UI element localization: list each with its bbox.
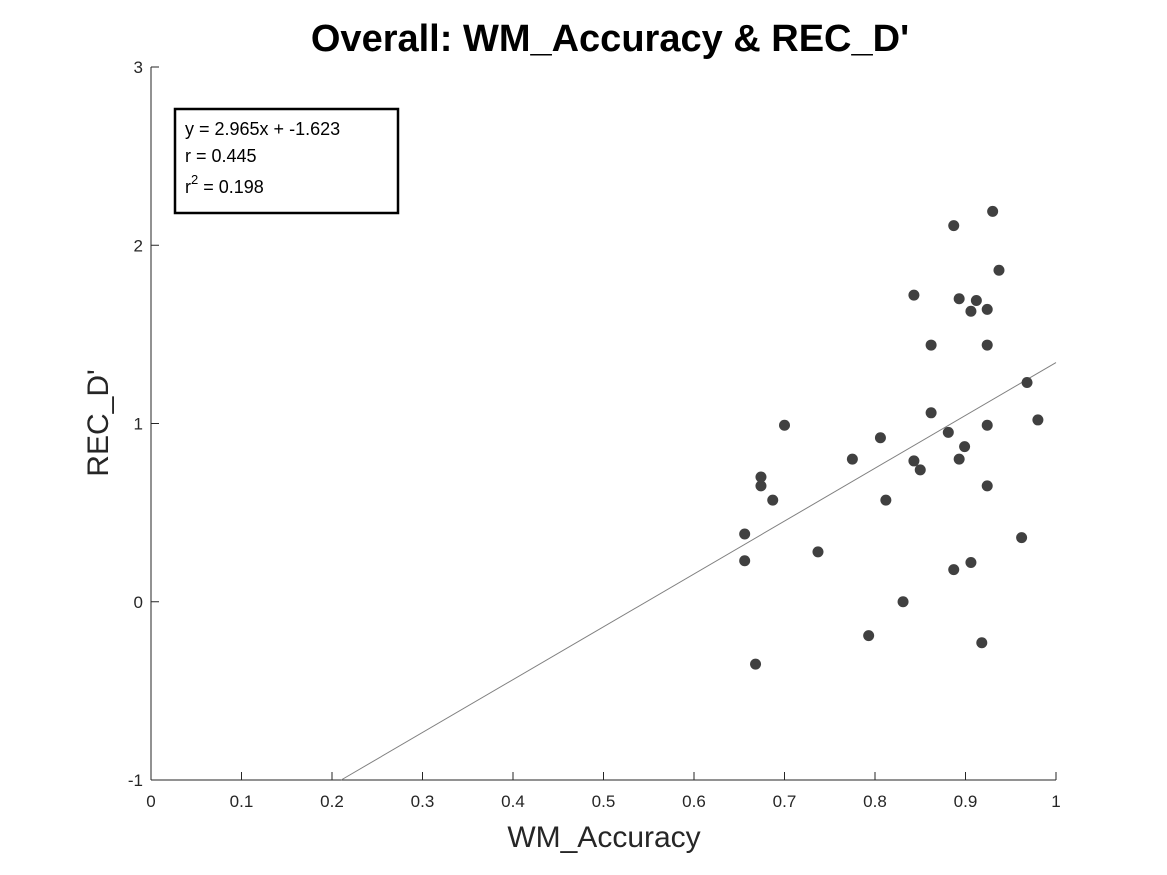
data-point bbox=[993, 264, 1005, 276]
x-tick-label: 0 bbox=[146, 792, 155, 811]
x-ticks: 0 0.1 0.2 0.3 0.4 0.5 0.6 0.7 0.8 0.9 1 bbox=[146, 772, 1061, 811]
x-tick-label: 0.2 bbox=[320, 792, 344, 811]
chart-title: Overall: WM_Accuracy & REC_D' bbox=[311, 18, 909, 60]
data-point bbox=[750, 658, 762, 670]
data-point bbox=[987, 205, 999, 217]
data-point bbox=[953, 293, 965, 305]
x-axis-title: WM_Accuracy bbox=[507, 821, 700, 854]
data-point bbox=[755, 480, 767, 492]
regression-stats-box: y = 2.965x + -1.623 r = 0.445 r2 = 0.198 bbox=[173, 107, 400, 215]
data-point bbox=[1016, 532, 1028, 544]
data-point bbox=[981, 480, 993, 492]
data-point bbox=[981, 339, 993, 351]
regression-equation: y = 2.965x + -1.623 bbox=[185, 119, 340, 139]
data-point bbox=[959, 441, 971, 453]
x-tick-label: 0.3 bbox=[411, 792, 435, 811]
data-point bbox=[897, 596, 909, 608]
data-point bbox=[874, 432, 886, 444]
data-point bbox=[948, 564, 960, 576]
y-ticks: -1 0 1 2 3 bbox=[128, 58, 159, 790]
data-point bbox=[739, 528, 751, 540]
r-squared-value: = 0.198 bbox=[198, 177, 264, 197]
data-point bbox=[925, 339, 937, 351]
data-point bbox=[779, 419, 790, 431]
data-point bbox=[981, 419, 993, 431]
data-point bbox=[942, 426, 954, 438]
x-tick-label: 0.1 bbox=[230, 792, 254, 811]
x-tick-label: 0.9 bbox=[954, 792, 978, 811]
data-point bbox=[812, 546, 824, 558]
regression-line bbox=[340, 362, 1057, 781]
x-tick-label: 1 bbox=[1051, 792, 1060, 811]
data-point bbox=[739, 555, 751, 567]
r-squared: r2 = 0.198 bbox=[185, 172, 264, 197]
r-squared-symbol: r bbox=[185, 177, 191, 197]
data-point bbox=[970, 295, 982, 307]
data-point bbox=[953, 453, 965, 465]
data-point bbox=[948, 220, 960, 232]
y-tick-label: 3 bbox=[134, 58, 143, 77]
data-point bbox=[965, 305, 977, 317]
y-tick-label: 1 bbox=[134, 415, 143, 434]
x-tick-label: 0.6 bbox=[682, 792, 706, 811]
data-point bbox=[908, 455, 920, 467]
x-tick-label: 0.8 bbox=[863, 792, 887, 811]
data-point bbox=[767, 494, 779, 506]
x-tick-label: 0.4 bbox=[501, 792, 525, 811]
y-tick-label: 0 bbox=[134, 593, 143, 612]
data-point bbox=[914, 464, 926, 476]
data-point bbox=[1032, 414, 1044, 426]
data-points bbox=[739, 205, 1044, 670]
data-point bbox=[981, 303, 993, 315]
data-point bbox=[976, 637, 988, 649]
stats-box-border bbox=[173, 107, 400, 215]
y-axis-title: REC_D' bbox=[82, 369, 115, 476]
data-point bbox=[925, 407, 937, 419]
data-point bbox=[1021, 377, 1033, 389]
x-tick-label: 0.7 bbox=[773, 792, 797, 811]
y-tick-label: 2 bbox=[134, 236, 143, 255]
data-point bbox=[846, 453, 858, 465]
x-tick-label: 0.5 bbox=[592, 792, 616, 811]
y-tick-label: -1 bbox=[128, 771, 143, 790]
r-squared-exponent: 2 bbox=[191, 172, 198, 187]
data-point bbox=[755, 471, 767, 483]
correlation-r: r = 0.445 bbox=[185, 146, 257, 166]
data-point bbox=[863, 630, 875, 642]
data-point bbox=[880, 494, 892, 506]
data-point bbox=[908, 289, 920, 301]
data-point bbox=[965, 557, 977, 569]
